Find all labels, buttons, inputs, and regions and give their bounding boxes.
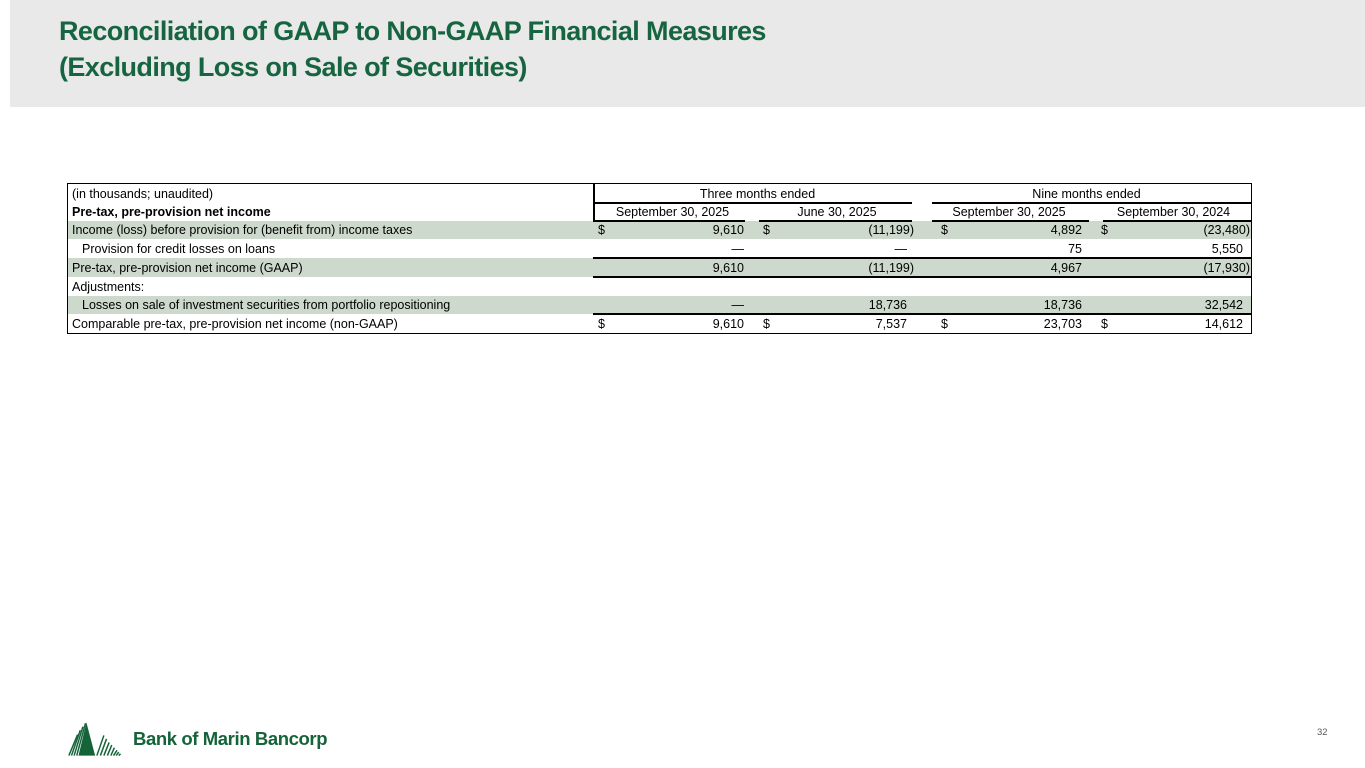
cell-value: 14,612: [1204, 316, 1243, 331]
cell-value: 18,736: [868, 298, 907, 312]
column-header-2: June 30, 2025: [797, 205, 877, 219]
table-row: Pre-tax, pre-provision net income (GAAP)…: [68, 258, 1251, 277]
table-row: Provision for credit losses on loans — —…: [68, 239, 1251, 258]
group-underline-three-months: [593, 202, 912, 204]
cell-value: (17,930): [1203, 260, 1250, 275]
subtotal-rule: [593, 276, 1251, 278]
currency-symbol: $: [763, 316, 770, 331]
slide-title-line2: (Excluding Loss on Sale of Securities): [59, 52, 527, 82]
group-header-nine-months: Nine months ended: [1032, 186, 1141, 201]
currency-symbol: $: [941, 223, 948, 237]
table-note: (in thousands; unaudited): [72, 186, 214, 201]
cell-value: 7,537: [875, 316, 907, 331]
row-label: Comparable pre-tax, pre-provision net in…: [72, 316, 398, 331]
table-row: Comparable pre-tax, pre-provision net in…: [68, 314, 1251, 333]
column-header-1: September 30, 2025: [615, 205, 730, 219]
table-row-column-headers: Pre-tax, pre-provision net income Septem…: [68, 203, 1251, 221]
row-label: Losses on sale of investment securities …: [82, 298, 451, 312]
cell-value: 9,610: [712, 260, 744, 275]
row-label: Adjustments:: [72, 279, 145, 294]
currency-symbol: $: [1101, 316, 1108, 331]
logo-text: Bank of Marin Bancorp: [133, 727, 328, 749]
cell-value: (11,199): [868, 223, 914, 237]
cell-value: 4,892: [1050, 223, 1082, 237]
cell-value: —: [894, 241, 908, 256]
slide-title: Reconciliation of GAAP to Non-GAAP Finan…: [59, 13, 766, 85]
column-underline: [932, 220, 1089, 222]
currency-symbol: $: [1101, 223, 1108, 237]
column-underline: [759, 220, 912, 222]
row-label: Provision for credit losses on loans: [82, 241, 276, 256]
row-label: Income (loss) before provision for (bene…: [72, 223, 413, 237]
table-row-group-headers: (in thousands; unaudited) Three months e…: [68, 184, 1251, 203]
company-logo: Bank of Marin Bancorp: [68, 719, 328, 758]
cell-value: 5,550: [1211, 241, 1243, 256]
cell-value: (23,480): [1203, 223, 1250, 237]
column-header-4: September 30, 2024: [1116, 205, 1231, 219]
currency-symbol: $: [598, 316, 605, 331]
subtotal-rule: [593, 257, 1251, 259]
table-row: Losses on sale of investment securities …: [68, 296, 1251, 314]
cell-value: 18,736: [1043, 298, 1082, 312]
table-row: Adjustments:: [68, 277, 1251, 296]
section-label: Pre-tax, pre-provision net income: [72, 205, 271, 219]
reconciliation-table: (in thousands; unaudited) Three months e…: [67, 183, 1252, 334]
column-underline: [593, 220, 745, 222]
cell-value: (11,199): [868, 260, 914, 275]
header-band: [10, 0, 1365, 107]
currency-symbol: $: [598, 223, 605, 237]
slide-title-line1: Reconciliation of GAAP to Non-GAAP Finan…: [59, 16, 766, 46]
currency-symbol: $: [763, 223, 770, 237]
column-header-3: September 30, 2025: [952, 205, 1066, 219]
group-header-three-months: Three months ended: [699, 186, 816, 201]
currency-symbol: $: [941, 316, 948, 331]
cell-value: —: [731, 298, 745, 312]
cell-value: 4,967: [1050, 260, 1082, 275]
cell-value: —: [731, 241, 745, 256]
cell-value: 9,610: [712, 316, 744, 331]
column-underline: [1103, 220, 1251, 222]
cell-value: 23,703: [1043, 316, 1082, 331]
row-label: Pre-tax, pre-provision net income (GAAP): [72, 260, 303, 275]
group-underline-nine-months: [932, 202, 1251, 204]
page-number: 32: [1317, 727, 1328, 738]
cell-value: 75: [1068, 241, 1082, 256]
table-row: Income (loss) before provision for (bene…: [68, 221, 1251, 239]
subtotal-rule: [593, 313, 1251, 315]
mountain-logo-icon: [68, 722, 122, 757]
cell-value: 9,610: [712, 223, 744, 237]
cell-value: 32,542: [1204, 298, 1243, 312]
